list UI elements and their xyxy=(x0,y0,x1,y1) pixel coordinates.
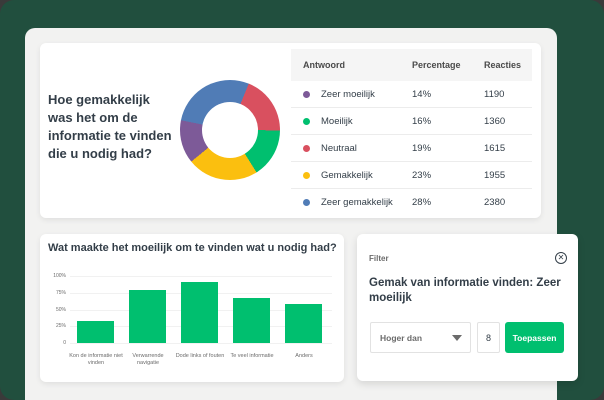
table-row: Zeer moeilijk 14% 1190 xyxy=(291,81,532,108)
responses-value: 1955 xyxy=(484,169,506,181)
responses-value: 1615 xyxy=(484,142,506,154)
table-row: Zeer gemakkelijk 28% 2380 xyxy=(291,189,532,216)
value-input[interactable]: 8 xyxy=(477,322,500,353)
bar-chart: 0 25% 50% 75% 100% Kon de informatie niet vin… xyxy=(40,234,344,382)
x-axis-label: Anders xyxy=(295,353,313,359)
header-percentage: Percentage xyxy=(412,60,461,70)
table-header: Antwoord Percentage Reacties xyxy=(291,49,532,81)
bar[interactable] xyxy=(77,320,114,343)
question-title: Hoe gemakkelijk was het om de informatie… xyxy=(48,92,172,161)
x-axis-label: Dode links of fouten xyxy=(175,353,225,359)
results-table: Antwoord Percentage Reacties Zeer moeili… xyxy=(291,49,532,216)
table-row: Gemakkelijk 23% 1955 xyxy=(291,162,532,189)
legend-dot-icon xyxy=(303,171,310,179)
percentage-value: 14% xyxy=(412,88,432,100)
responses-value: 1360 xyxy=(484,115,506,127)
header-responses: Reacties xyxy=(484,60,522,70)
bar-chart-card: Wat maakte het moeilijk om te vinden wat… xyxy=(40,234,344,382)
answer-label: Zeer gemakkelijk xyxy=(321,197,393,208)
apply-button[interactable]: Toepassen xyxy=(505,322,564,353)
caret-down-icon xyxy=(452,334,462,341)
summary-card: Hoe gemakkelijk was het om de informatie… xyxy=(40,43,541,218)
answer-label: Neutraal xyxy=(321,142,357,154)
percentage-value: 23% xyxy=(412,169,432,181)
table-row: Neutraal 19% 1615 xyxy=(291,135,532,162)
filter-card: Filter ✕ Gemak van informatie vinden: Ze… xyxy=(357,234,578,381)
filter-label: Filter xyxy=(369,254,389,263)
bar-chart-title: Wat maakte het moeilijk om te vinden wat… xyxy=(48,242,337,254)
percentage-value: 28% xyxy=(412,197,432,208)
legend-dot-icon xyxy=(303,199,310,206)
answer-label: Zeer moeilijk xyxy=(321,88,375,100)
filter-title: Gemak van informatie vinden: Zeer moeili… xyxy=(369,277,561,304)
y-tick-label: 0 xyxy=(63,340,66,346)
percentage-value: 19% xyxy=(412,142,432,154)
legend-dot-icon xyxy=(303,117,310,125)
donut-chart xyxy=(180,80,280,180)
percentage-value: 16% xyxy=(412,115,432,127)
x-axis-label: Verwarrende navigatie xyxy=(132,353,164,366)
y-tick-label: 25% xyxy=(55,323,66,330)
gridline xyxy=(70,343,332,344)
y-tick-label: 75% xyxy=(55,289,66,296)
gridline xyxy=(70,276,332,277)
condition-dropdown[interactable]: Hoger dan xyxy=(370,322,471,353)
y-tick-label: 50% xyxy=(55,306,66,313)
close-icon[interactable]: ✕ xyxy=(555,252,567,264)
header-answer: Antwoord xyxy=(303,60,345,70)
answer-label: Moeilijk xyxy=(321,115,353,127)
responses-value: 1190 xyxy=(484,88,505,100)
legend-dot-icon xyxy=(303,90,310,98)
bar[interactable] xyxy=(233,298,270,343)
table-row: Moeilijk 16% 1360 xyxy=(291,108,532,135)
bar[interactable] xyxy=(285,304,322,343)
answer-label: Gemakkelijk xyxy=(321,169,373,181)
dropdown-value: Hoger dan xyxy=(380,332,423,343)
x-axis-label: Kon de informatie niet vinden xyxy=(69,353,123,366)
y-tick-label: 100% xyxy=(53,273,66,279)
x-axis-label: Te veel informatie xyxy=(230,353,274,359)
responses-value: 2380 xyxy=(484,197,506,208)
bar[interactable] xyxy=(181,282,218,343)
legend-dot-icon xyxy=(303,144,310,152)
bar[interactable] xyxy=(129,290,166,343)
